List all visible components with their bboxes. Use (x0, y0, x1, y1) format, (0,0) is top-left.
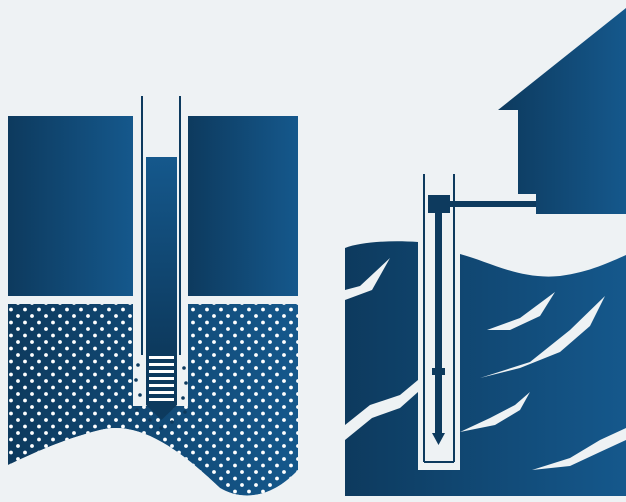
bedrock-wave (8, 428, 298, 502)
aquifer-ground (345, 241, 626, 496)
house-icon (498, 8, 626, 214)
well-casing (146, 157, 177, 349)
submersible-pump-icon (432, 433, 445, 445)
soil-block-left (8, 116, 133, 296)
gravel-pack (134, 363, 188, 430)
well-cross-section-icon (8, 96, 298, 502)
pump-coupling (432, 368, 445, 375)
rock-fractures (345, 258, 626, 470)
house-submersible-pump-icon (345, 8, 626, 496)
well-screen (146, 349, 177, 420)
soil-block-right (188, 116, 298, 296)
supply-pipe (450, 201, 536, 207)
well-head (428, 195, 450, 213)
drop-pipe (435, 213, 442, 433)
